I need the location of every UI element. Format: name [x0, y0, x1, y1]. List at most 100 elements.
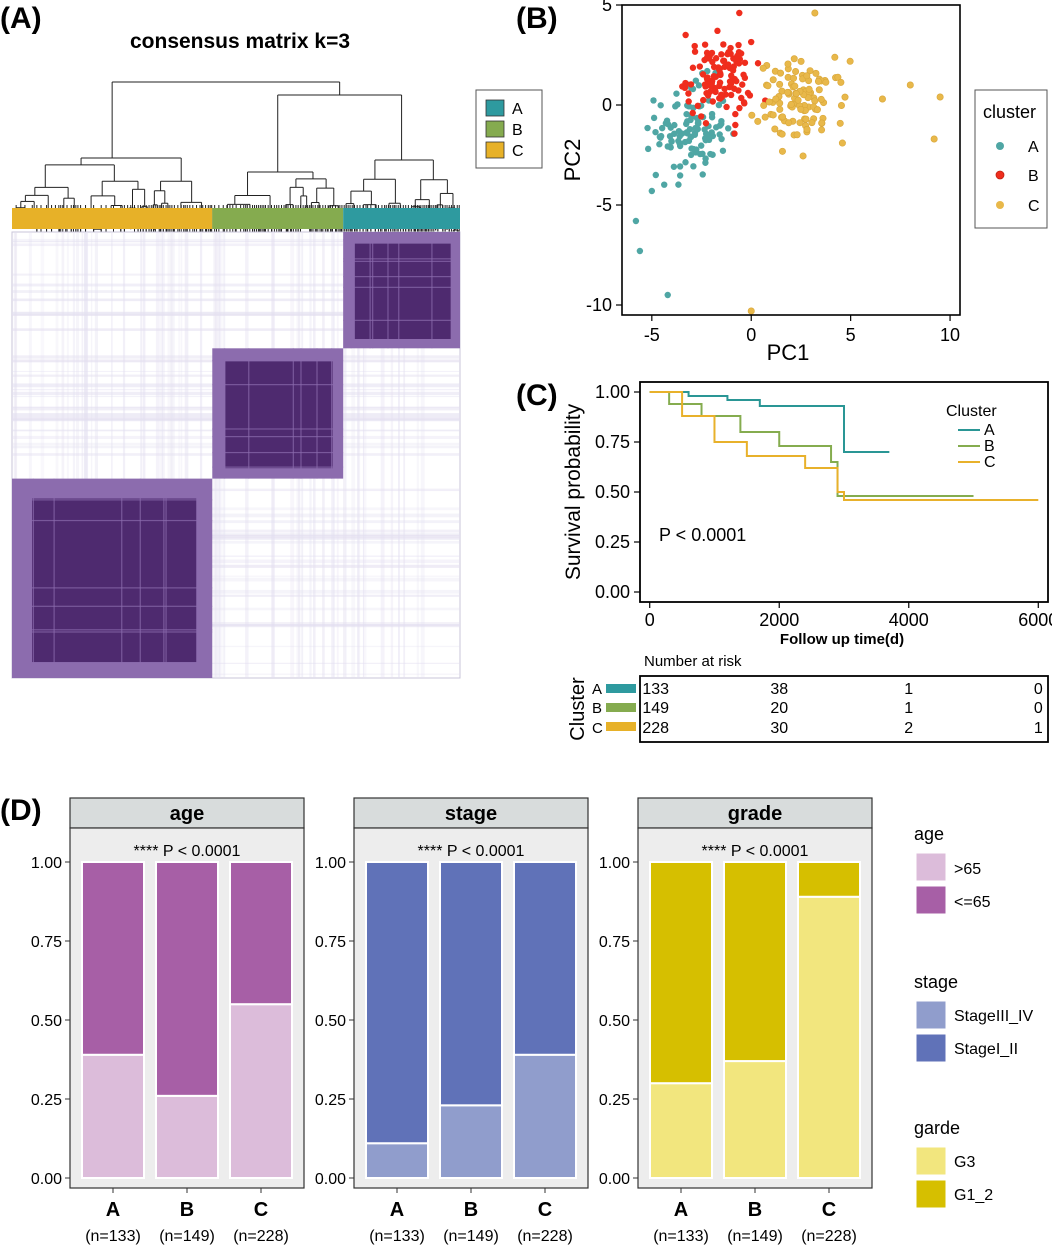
facet-x-label: A — [106, 1199, 120, 1221]
heatmap-noise-col — [55, 232, 59, 678]
heatmap-noise-row — [12, 513, 460, 518]
scatter-point-a — [692, 77, 700, 84]
heatmap-noise-row — [12, 283, 460, 287]
risk-cell: 20 — [770, 700, 788, 717]
heatmap-noise-col — [343, 232, 346, 678]
consensus-block-stripe — [32, 478, 34, 678]
km-curve-b — [649, 391, 974, 497]
consensus-block-stripe — [53, 478, 55, 678]
scatter-point-c — [760, 101, 768, 109]
heatmap-noise-row — [12, 662, 460, 664]
heatmap-noise-row — [12, 622, 460, 626]
scatter-point-b — [702, 83, 709, 90]
consensus-block-stripe — [212, 451, 344, 454]
scatter-point-b — [682, 31, 689, 39]
scatter-point-b — [735, 41, 742, 49]
scatter-point-c — [818, 119, 826, 127]
scatter-point-a — [719, 147, 727, 154]
risk-swatch-b — [606, 703, 636, 712]
scatter-point-a — [691, 131, 699, 138]
heatmap-noise-col — [13, 232, 17, 678]
scatter-point-c — [803, 125, 811, 133]
scatter-point-b — [707, 82, 714, 90]
panel-c-label: (C) — [516, 379, 558, 412]
legend-age-le65-swatch — [915, 885, 947, 915]
scatter-plot-frame — [621, 4, 961, 316]
facet-x-label: B — [180, 1199, 194, 1221]
scatter-point-c — [769, 111, 777, 119]
legend-grade-title: garde — [914, 1118, 960, 1138]
scatter-point-b — [687, 81, 695, 88]
facet-strip — [69, 797, 305, 829]
consensus-block-stripe — [139, 478, 141, 678]
scatter-point-c — [776, 105, 784, 113]
facet-x-count: (n=228) — [801, 1228, 857, 1245]
scatter-point-a — [658, 124, 666, 132]
scatter-point-a — [690, 163, 697, 170]
scatter-x-tick-label: 5 — [846, 325, 856, 345]
bar-G3 — [723, 1060, 787, 1179]
scatter-point-a — [671, 121, 678, 129]
facet-y-tick-label: 0.50 — [599, 1013, 630, 1030]
scatter-point-b — [729, 67, 737, 74]
panel-d-legend: age >65 <=65 stage StageIII_IV StageI_II… — [914, 824, 1033, 1209]
consensus-block-stripe — [223, 348, 226, 479]
heatmap-noise-row — [12, 490, 460, 492]
heatmap-noise-row — [12, 624, 460, 626]
scatter-legend-dot-a — [996, 142, 1004, 150]
scatter-point-a — [694, 125, 701, 133]
scatter-point-c — [784, 60, 792, 68]
bar-<=65 — [229, 861, 293, 1006]
legend-stage-title: stage — [914, 972, 958, 992]
heatmap-noise-row — [12, 311, 460, 316]
facet-y-tick-label: 0.25 — [599, 1092, 630, 1109]
consensus-block-stripe — [316, 348, 318, 479]
scatter-point-a — [652, 128, 659, 136]
panel-a-legend-box — [475, 89, 543, 169]
consensus-block-stripe — [398, 232, 400, 349]
facet-y-tick-label: 0.00 — [599, 1171, 630, 1188]
consensus-block-stripe — [343, 286, 460, 288]
consensus-block-stripe — [431, 232, 433, 349]
heatmap-noise-col — [362, 232, 367, 678]
facet-y-tick-label: 0.75 — [31, 934, 62, 951]
scatter-point-c — [814, 77, 822, 85]
bar-<=65 — [155, 861, 219, 1097]
scatter-point-c — [765, 98, 773, 106]
km-axes: 0 2000 4000 6000 1.00 0.75 0.50 0.25 0.00 — [595, 382, 1052, 630]
scatter-point-c — [794, 96, 802, 104]
scatter-point-b — [739, 81, 746, 88]
risk-cell: 2 — [904, 720, 913, 737]
scatter-point-c — [778, 130, 786, 138]
heatmap-noise-row — [12, 534, 460, 539]
km-y-tick-label: 0.50 — [595, 482, 630, 502]
heatmap-noise-row — [12, 594, 460, 597]
risk-table-title: Number at risk — [644, 653, 742, 670]
facet-x-label: C — [538, 1199, 552, 1221]
heatmap-noise-row — [12, 673, 460, 675]
legend-swatch-b — [485, 120, 505, 138]
consensus-block-stripe — [300, 348, 302, 479]
consensus-block-stripe — [12, 629, 213, 631]
annotation-bar-a — [343, 208, 460, 229]
scatter-point-a — [672, 103, 679, 110]
stacked-bar-facets: age **** P < 0.0001 1.00 0.75 0.50 0.25 0.00 A (… — [31, 797, 873, 1245]
panel-d: (D) age **** P < 0.0001 1.00 0.75 0.50 0.25 0.… — [0, 794, 1033, 1245]
facet-x-count: (n=228) — [517, 1228, 573, 1245]
scatter-point-b — [724, 61, 732, 68]
risk-cell: 0 — [1034, 681, 1043, 698]
scatter-point-b — [696, 63, 703, 70]
consensus-block-stripe — [212, 466, 344, 468]
scatter-x-tick-label: -5 — [644, 325, 660, 345]
scatter-point-b — [694, 102, 701, 110]
scatter-y-tick-label: 5 — [602, 0, 612, 15]
scatter-points — [632, 9, 944, 315]
legend-age-gt65: >65 — [954, 861, 981, 878]
scatter-point-b — [703, 54, 711, 61]
facet-x-count: (n=228) — [233, 1228, 289, 1245]
scatter-point-b — [716, 79, 724, 86]
scatter-point-b — [741, 59, 749, 66]
legend-label-a: A — [512, 101, 523, 118]
facet-title: stage — [445, 803, 497, 825]
